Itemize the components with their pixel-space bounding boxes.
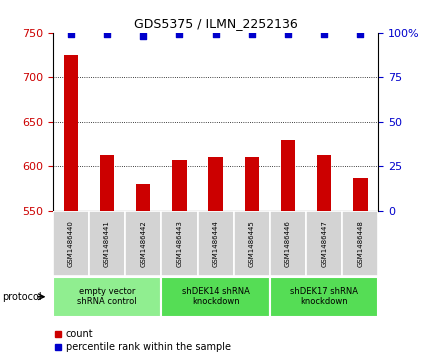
- Bar: [234, 211, 270, 276]
- Bar: [198, 211, 234, 276]
- Bar: [245, 157, 259, 211]
- Point: [212, 32, 219, 37]
- Bar: [317, 155, 331, 211]
- Bar: [342, 211, 378, 276]
- Text: GSM1486448: GSM1486448: [357, 220, 363, 267]
- Bar: [306, 211, 342, 276]
- Bar: [209, 157, 223, 211]
- Text: percentile rank within the sample: percentile rank within the sample: [66, 342, 231, 352]
- Text: protocol: protocol: [2, 292, 42, 302]
- Text: GSM1486447: GSM1486447: [321, 220, 327, 267]
- Text: count: count: [66, 329, 94, 339]
- Text: GSM1486444: GSM1486444: [213, 220, 219, 266]
- Point: [103, 32, 110, 37]
- Text: shDEK17 shRNA
knockdown: shDEK17 shRNA knockdown: [290, 287, 358, 306]
- Bar: [89, 211, 125, 276]
- Text: empty vector
shRNA control: empty vector shRNA control: [77, 287, 137, 306]
- Bar: [161, 211, 198, 276]
- Bar: [125, 211, 161, 276]
- Text: GSM1486443: GSM1486443: [176, 220, 183, 267]
- Point: [67, 32, 74, 37]
- Bar: [53, 277, 161, 317]
- Text: GSM1486445: GSM1486445: [249, 220, 255, 266]
- Point: [248, 32, 255, 37]
- Point: [357, 32, 364, 37]
- Bar: [270, 211, 306, 276]
- Point: [176, 32, 183, 37]
- Title: GDS5375 / ILMN_2252136: GDS5375 / ILMN_2252136: [134, 17, 297, 30]
- Text: GSM1486441: GSM1486441: [104, 220, 110, 267]
- Bar: [270, 277, 378, 317]
- Text: shDEK14 shRNA
knockdown: shDEK14 shRNA knockdown: [182, 287, 249, 306]
- Bar: [100, 155, 114, 211]
- Bar: [53, 211, 89, 276]
- Text: GSM1486442: GSM1486442: [140, 220, 146, 266]
- Point: [284, 32, 291, 37]
- Point: [321, 32, 328, 37]
- Bar: [64, 55, 78, 211]
- Bar: [161, 277, 270, 317]
- Text: GSM1486446: GSM1486446: [285, 220, 291, 267]
- Point: [140, 33, 147, 39]
- Bar: [172, 160, 187, 211]
- Bar: [136, 184, 150, 211]
- Bar: [281, 140, 295, 211]
- Text: GSM1486440: GSM1486440: [68, 220, 74, 267]
- Bar: [353, 178, 367, 211]
